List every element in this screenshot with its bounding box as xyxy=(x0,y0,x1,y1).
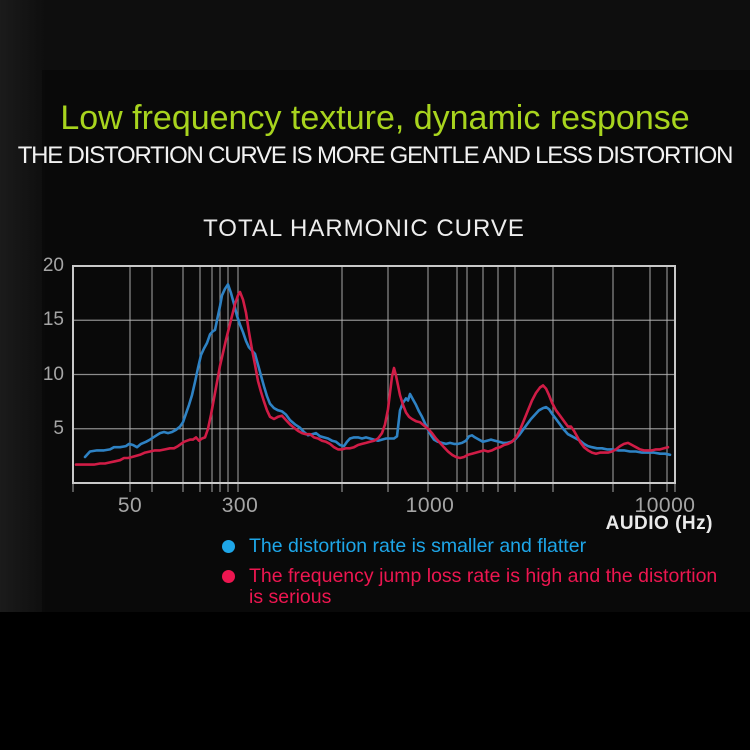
x-tick-label-50: 50 xyxy=(117,494,143,517)
legend-item-blue: The distortion rate is smaller and flatt… xyxy=(222,536,727,557)
y-tick-label-5: 5 xyxy=(53,417,64,439)
legend-dot-red-icon xyxy=(222,570,235,583)
headline: Low frequency texture, dynamic response xyxy=(60,99,690,137)
legend-dot-blue-icon xyxy=(222,540,235,553)
y-tick-label-15: 15 xyxy=(42,309,64,331)
x-tick-label-1000: 1000 xyxy=(405,494,455,517)
legend-item-red: The frequency jump loss rate is high and… xyxy=(222,566,727,608)
subheadline: THE DISTORTION CURVE IS MORE GENTLE AND … xyxy=(17,142,734,169)
legend-label-blue: The distortion rate is smaller and flatt… xyxy=(249,535,587,557)
chart-title: TOTAL HARMONIC CURVE xyxy=(203,215,525,242)
legend-label-red: The frequency jump loss rate is high and… xyxy=(249,565,718,608)
y-tick-label-20: 20 xyxy=(42,255,64,276)
y-tick-label-10: 10 xyxy=(42,363,64,385)
x-axis-unit-label: AUDIO (Hz) xyxy=(605,513,713,534)
x-tick-label-300: 300 xyxy=(221,494,259,517)
x-tick-label-10000: 10000 xyxy=(634,494,696,517)
chart-legend: The distortion rate is smaller and flatt… xyxy=(222,536,727,617)
